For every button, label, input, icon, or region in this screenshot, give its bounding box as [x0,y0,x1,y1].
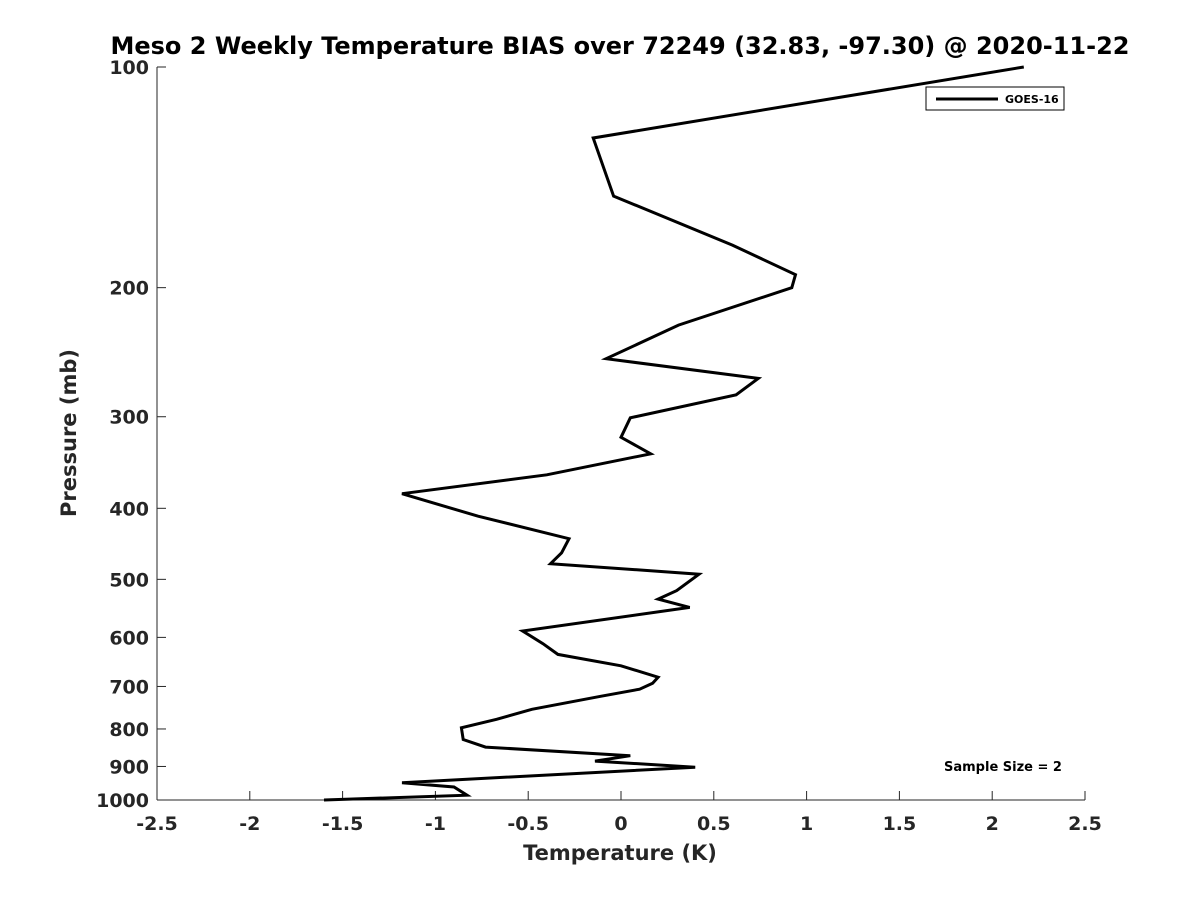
x-tick-label: 0 [614,813,627,835]
y-tick-label: 200 [109,278,149,300]
y-tick-label: 500 [109,569,149,591]
y-tick-label: 400 [109,498,149,520]
x-tick-label: 1.5 [883,813,917,835]
y-tick-label: 100 [109,57,149,79]
x-tick-label: 2.5 [1068,813,1102,835]
x-tick-label: -0.5 [507,813,549,835]
y-tick-label: 900 [109,756,149,778]
chart-title: Meso 2 Weekly Temperature BIAS over 7224… [110,32,1129,60]
y-tick-label: 600 [109,627,149,649]
y-axis-label: Pressure (mb) [57,349,81,517]
y-tick-label: 1000 [96,790,149,812]
y-tick-label: 300 [109,407,149,429]
sample-size-annotation: Sample Size = 2 [944,760,1062,775]
legend-label-goes-16: GOES-16 [1005,93,1059,106]
x-tick-label: 0.5 [697,813,731,835]
x-tick-label: -1 [425,813,446,835]
x-tick-label: -2.5 [136,813,178,835]
x-axis-label: Temperature (K) [523,841,717,865]
x-tick-label: 2 [986,813,999,835]
y-tick-label: 700 [109,676,149,698]
y-tick-label: 800 [109,719,149,741]
x-tick-label: 1 [800,813,813,835]
x-tick-label: -1.5 [322,813,364,835]
x-tick-label: -2 [239,813,260,835]
legend: GOES-16 [926,87,1064,110]
